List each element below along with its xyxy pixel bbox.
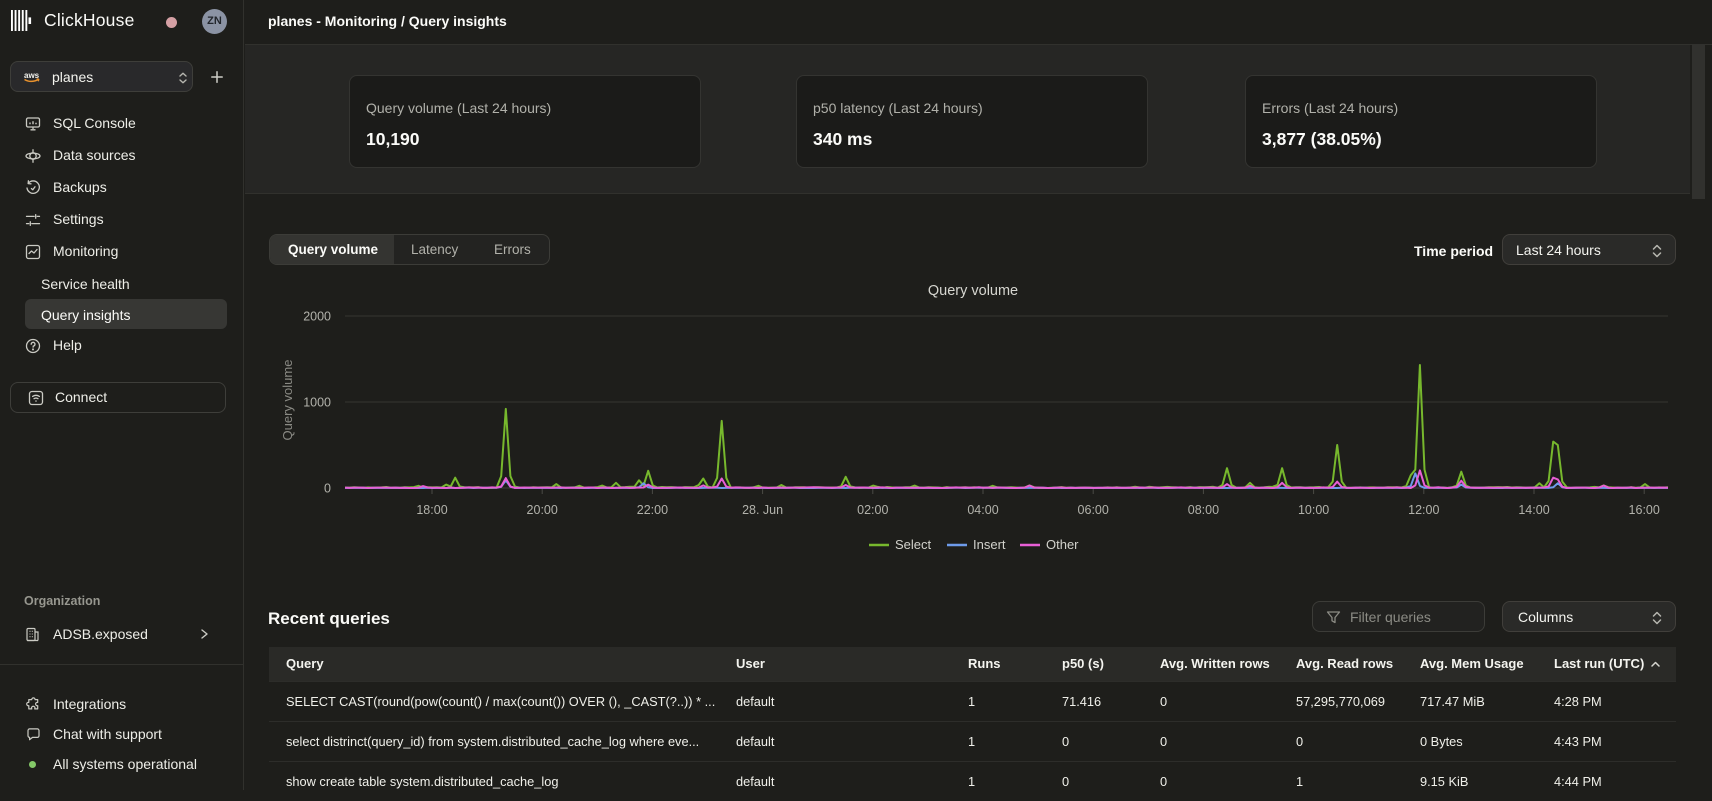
svg-text:28. Jun: 28. Jun (742, 503, 783, 517)
svg-text:Insert: Insert (973, 537, 1006, 552)
svg-text:18:00: 18:00 (416, 503, 447, 517)
svg-text:02:00: 02:00 (857, 503, 888, 517)
svg-text:16:00: 16:00 (1629, 503, 1660, 517)
svg-text:04:00: 04:00 (967, 503, 998, 517)
svg-text:Query volume: Query volume (280, 360, 295, 441)
svg-text:14:00: 14:00 (1518, 503, 1549, 517)
svg-text:20:00: 20:00 (527, 503, 558, 517)
svg-text:aws: aws (24, 71, 40, 80)
svg-text:Other: Other (1046, 537, 1079, 552)
svg-text:2000: 2000 (303, 310, 331, 324)
svg-text:22:00: 22:00 (637, 503, 668, 517)
svg-text:10:00: 10:00 (1298, 503, 1329, 517)
svg-text:0: 0 (324, 482, 331, 496)
svg-text:Select: Select (895, 537, 932, 552)
svg-text:06:00: 06:00 (1078, 503, 1109, 517)
svg-text:08:00: 08:00 (1188, 503, 1219, 517)
svg-text:12:00: 12:00 (1408, 503, 1439, 517)
svg-text:Query volume: Query volume (928, 283, 1018, 299)
svg-text:1000: 1000 (303, 396, 331, 410)
